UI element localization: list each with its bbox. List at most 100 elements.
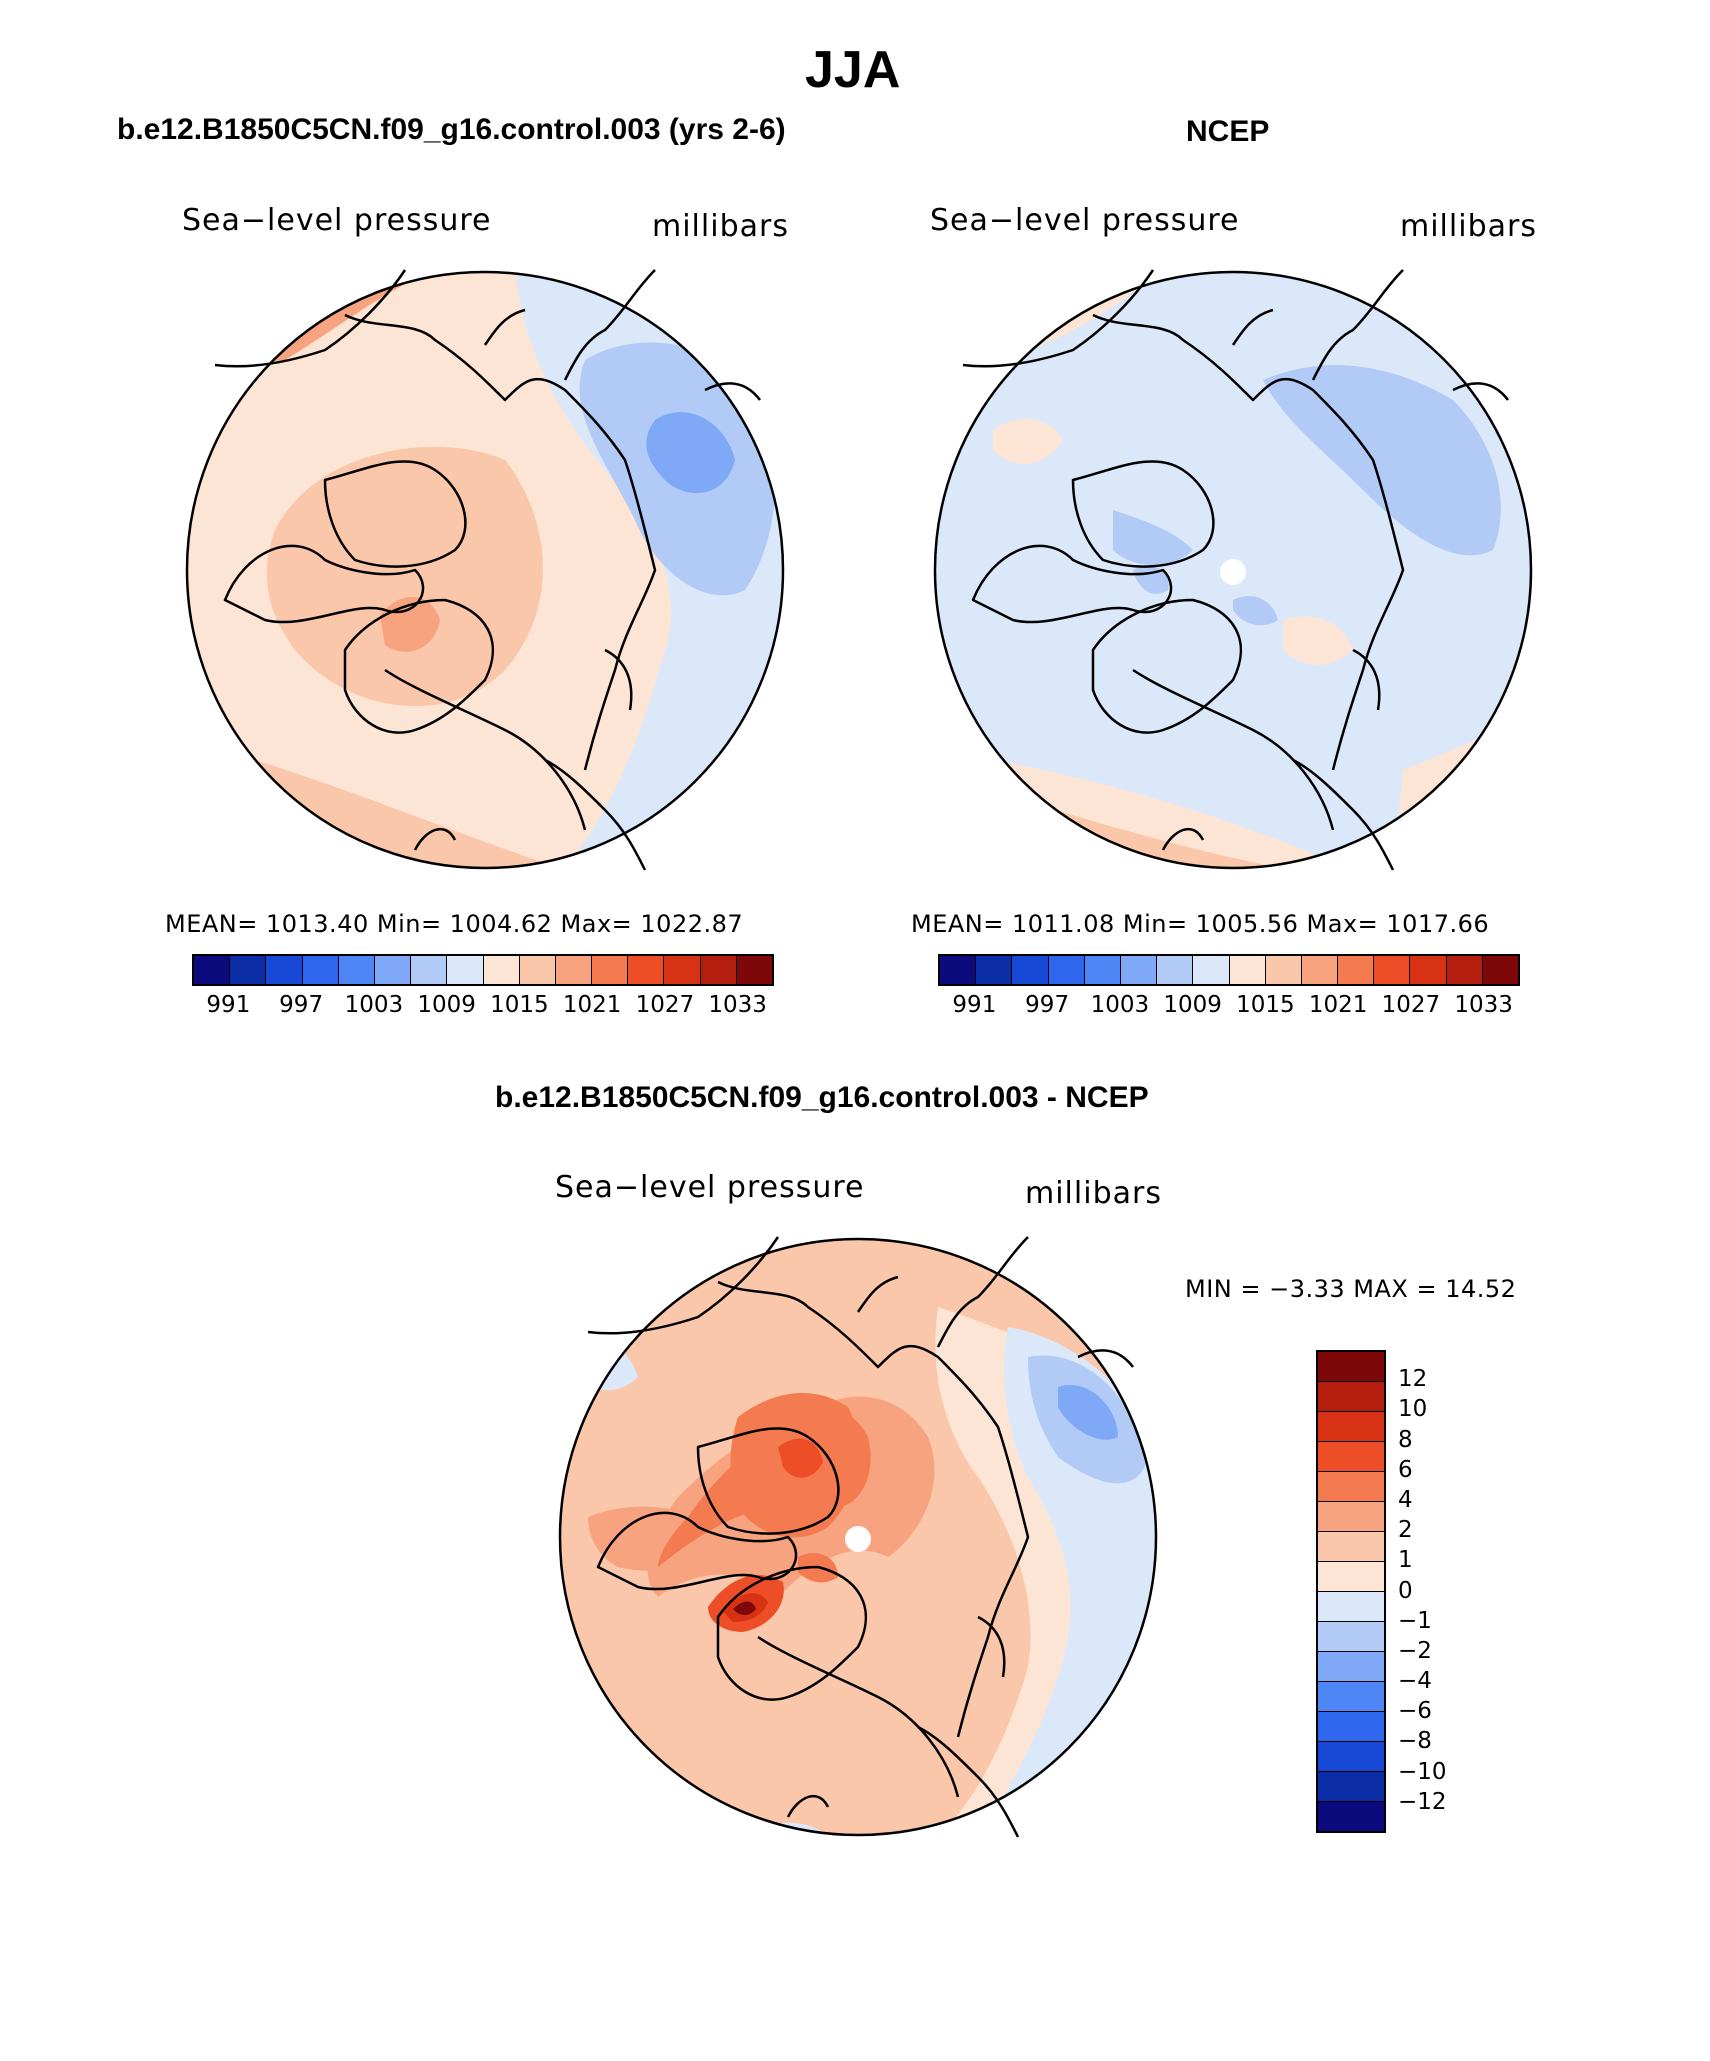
colorbar-swatch [1318,1652,1384,1682]
colorbar-tick-label: 8 [1398,1426,1413,1453]
colorbar-swatch [266,956,303,984]
diff-polar-map [558,1236,1158,1838]
colorbar-tick-label: −2 [1398,1637,1432,1664]
colorbar-swatch [1301,956,1339,984]
model-panel-header: b.e12.B1850C5CN.f09_g16.control.003 (yrs… [117,113,786,146]
colorbar-swatch [1410,956,1447,984]
colorbar-swatch [1318,1742,1384,1772]
colorbar-tick-label: 991 [952,992,997,1018]
colorbar-swatch [628,956,665,984]
colorbar-swatch [1229,956,1266,984]
colorbar-swatch [700,956,737,984]
colorbar-swatch [1318,1442,1384,1472]
colorbar-tick-label: −12 [1398,1788,1447,1815]
colorbar-swatch [1318,1712,1384,1742]
colorbar-swatch [1193,956,1230,984]
colorbar-tick-label: 10 [1398,1396,1428,1423]
page-title: JJA [805,41,901,99]
colorbar-tick-label: 6 [1398,1456,1413,1483]
colorbar-tick-label: −8 [1398,1728,1432,1755]
colorbar-swatch [1318,1562,1384,1592]
colorbar-tick-label: −6 [1398,1698,1432,1725]
colorbar-tick-label: 1021 [1308,992,1368,1018]
diff-panel-header: b.e12.B1850C5CN.f09_g16.control.003 - NC… [495,1081,1149,1114]
obs-polar-map [933,269,1533,871]
colorbar-swatch [592,956,629,984]
colorbar-swatch [1318,1502,1384,1532]
colorbar-swatch [940,956,977,984]
model-polar-map [185,269,785,871]
colorbar-swatch [1157,956,1194,984]
colorbar-tick-label: −4 [1398,1668,1432,1695]
colorbar-swatch [519,956,556,984]
colorbar-tick-label: 1009 [1163,992,1222,1018]
colorbar-swatch [555,956,593,984]
model-colorbar-ticks: 991 997 1003 1009 1015 1021 1027 1033 [192,990,774,1020]
model-units-label: millibars [652,209,789,244]
colorbar-swatch [1318,1682,1384,1712]
colorbar-tick-label: 12 [1398,1366,1428,1393]
colorbar-swatch [230,956,267,984]
colorbar-swatch [447,956,484,984]
colorbar-swatch [1318,1622,1384,1652]
obs-stats: MEAN= 1011.08 Min= 1005.56 Max= 1017.66 [911,910,1490,938]
colorbar-swatch [664,956,701,984]
diff-units-label: millibars [1025,1176,1162,1211]
colorbar-tick-label: 1015 [490,992,549,1018]
colorbar-swatch [1084,956,1121,984]
colorbar-swatch [1338,956,1375,984]
colorbar-swatch [1374,956,1411,984]
colorbar-swatch [1482,956,1518,984]
colorbar-tick-label: 1003 [1090,992,1150,1018]
colorbar-tick-label: 0 [1398,1577,1413,1604]
colorbar-swatch [1265,956,1302,984]
colorbar-tick-label: 1009 [417,992,476,1018]
colorbar-swatch [976,956,1013,984]
diff-variable-label: Sea−level pressure [555,1170,865,1205]
colorbar-tick-label: 1015 [1236,992,1295,1018]
colorbar-swatch [1120,956,1158,984]
colorbar-tick-label: 1003 [344,992,404,1018]
model-stats: MEAN= 1013.40 Min= 1004.62 Max= 1022.87 [165,910,744,938]
colorbar-tick-label: 1 [1398,1547,1413,1574]
colorbar-swatch [1318,1592,1384,1622]
colorbar-tick-label: 991 [206,992,251,1018]
colorbar-swatch [302,956,339,984]
diff-colorbar-ticks: 12 10 8 6 4 2 1 0 −1 −2 −4 −6 −8 −10 −12 [1398,1350,1478,1833]
colorbar-tick-label: 997 [1025,992,1070,1018]
colorbar-swatch [374,956,412,984]
obs-colorbar [938,954,1520,986]
colorbar-swatch [1318,1472,1384,1502]
colorbar-swatch [338,956,375,984]
colorbar-swatch [194,956,231,984]
obs-colorbar-ticks: 991 997 1003 1009 1015 1021 1027 1033 [938,990,1520,1020]
diff-colorbar [1316,1350,1386,1833]
colorbar-tick-label: 4 [1398,1486,1413,1513]
colorbar-tick-label: −1 [1398,1607,1432,1634]
colorbar-swatch [1318,1412,1384,1442]
colorbar-tick-label: −10 [1398,1758,1447,1785]
colorbar-tick-label: 1027 [635,992,695,1018]
diff-stats: MIN = −3.33 MAX = 14.52 [1185,1275,1517,1303]
colorbar-swatch [1318,1382,1384,1412]
model-variable-label: Sea−level pressure [182,203,492,238]
colorbar-tick-label: 1033 [1454,992,1513,1018]
obs-units-label: millibars [1400,209,1537,244]
colorbar-swatch [1012,956,1049,984]
colorbar-swatch [1048,956,1085,984]
colorbar-tick-label: 1021 [562,992,622,1018]
colorbar-tick-label: 997 [279,992,324,1018]
colorbar-tick-label: 1033 [708,992,767,1018]
colorbar-swatch [1446,956,1483,984]
colorbar-swatch [1318,1532,1384,1562]
colorbar-swatch [1318,1772,1384,1802]
model-colorbar [192,954,774,986]
colorbar-swatch [1318,1352,1384,1382]
colorbar-swatch [736,956,772,984]
obs-panel-header: NCEP [1186,115,1270,148]
colorbar-swatch [483,956,520,984]
colorbar-swatch [411,956,448,984]
colorbar-tick-label: 1027 [1381,992,1441,1018]
colorbar-tick-label: 2 [1398,1517,1413,1544]
colorbar-swatch [1318,1802,1384,1831]
